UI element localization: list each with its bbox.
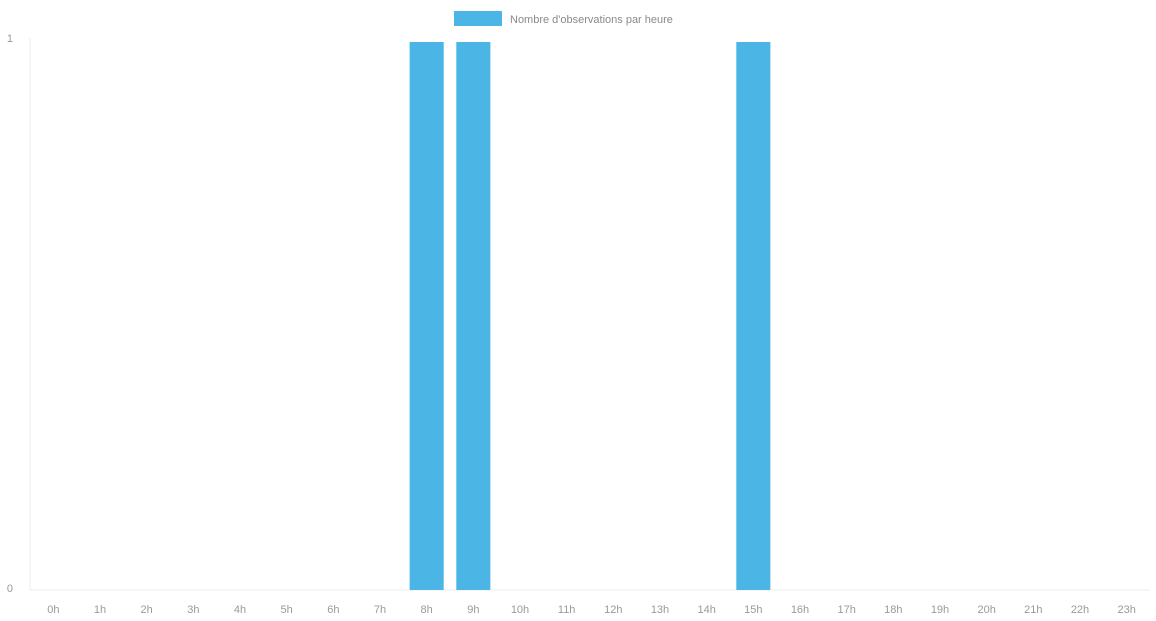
chart-legend: Nombre d'observations par heure [454, 11, 673, 26]
x-tick-label-0h: 0h [47, 604, 59, 616]
x-tick-label-9h: 9h [467, 604, 479, 616]
x-tick-label-14h: 14h [697, 604, 715, 616]
x-tick-label-16h: 16h [791, 604, 809, 616]
bars-group [409, 42, 771, 590]
x-tick-label-19h: 19h [931, 604, 949, 616]
x-tick-label-15h: 15h [744, 604, 762, 616]
x-tick-label-4h: 4h [234, 604, 246, 616]
x-tick-label-6h: 6h [327, 604, 339, 616]
x-tick-label-8h: 8h [421, 604, 433, 616]
bar-15h [736, 42, 771, 590]
x-tick-label-10h: 10h [511, 604, 529, 616]
x-tick-label-17h: 17h [837, 604, 855, 616]
x-tick-label-11h: 11h [558, 604, 576, 616]
y-tick-label-top: 1 [7, 33, 13, 45]
x-axis-labels: 0h 1h 2h 3h 4h 5h 6h 7h 8h 9h 10h 11h 12h 13h 14h 15h 16… [47, 604, 1136, 616]
bar-9h [456, 42, 491, 590]
x-tick-label-13h: 13h [651, 604, 669, 616]
x-tick-label-18h: 18h [884, 604, 902, 616]
bar-8h [409, 42, 444, 590]
y-axis: 1 0 [7, 33, 31, 595]
x-tick-label-22h: 22h [1071, 604, 1089, 616]
x-tick-label-1h: 1h [94, 604, 106, 616]
x-tick-label-20h: 20h [977, 604, 995, 616]
legend-swatch [454, 11, 502, 26]
x-tick-label-23h: 23h [1117, 604, 1135, 616]
x-tick-label-2h: 2h [141, 604, 153, 616]
x-tick-label-5h: 5h [281, 604, 293, 616]
x-tick-label-12h: 12h [604, 604, 622, 616]
y-tick-label-bottom: 0 [7, 583, 13, 595]
legend-label: Nombre d'observations par heure [510, 14, 673, 26]
x-tick-label-7h: 7h [374, 604, 386, 616]
x-tick-label-3h: 3h [187, 604, 199, 616]
x-tick-label-21h: 21h [1024, 604, 1042, 616]
